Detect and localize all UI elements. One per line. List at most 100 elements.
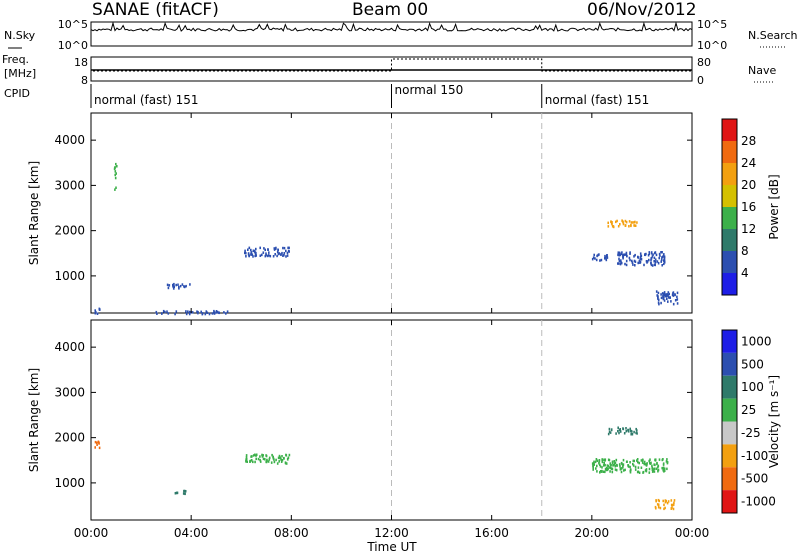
power-echo-cell xyxy=(168,284,171,287)
velocity-echo-cell xyxy=(645,463,648,466)
power-echo-cell xyxy=(217,311,220,314)
power-echo-cell xyxy=(248,246,251,250)
power-echo-cell xyxy=(616,219,618,223)
velocity-echo-cell xyxy=(183,489,186,493)
power-echo-cell xyxy=(604,257,606,260)
power-echo-cell xyxy=(274,253,276,256)
velocity-echo-cell xyxy=(593,460,595,464)
velocity-echo-cell xyxy=(636,459,638,462)
velocity-echo-cell xyxy=(607,458,610,461)
power-echo-cell xyxy=(605,258,608,262)
power-echo-cell xyxy=(96,312,99,315)
xtick-label: 00:00 xyxy=(74,526,109,540)
velocity-echo-cell xyxy=(620,461,623,465)
power-colorbar-segment xyxy=(722,273,737,295)
power-echo-cell xyxy=(663,261,666,264)
power-colorbar-label: Power [dB] xyxy=(767,174,781,239)
velocity-colorbar-tick: 1000 xyxy=(741,334,772,348)
velocity-echo-cell xyxy=(96,441,98,444)
nave-label: Nave xyxy=(748,64,776,77)
power-echo-cell xyxy=(185,284,187,288)
power-echo-cell xyxy=(205,310,208,313)
velocity-echo-cell xyxy=(609,431,612,434)
velocity-echo-cell xyxy=(596,459,599,462)
velocity-echo-cell xyxy=(607,432,610,436)
velocity-echo-cell xyxy=(630,433,632,436)
velocity-echo-cell xyxy=(644,469,647,472)
power-echo-cell xyxy=(670,300,672,303)
power-echo-cell xyxy=(173,287,175,290)
nsky-tick-bottom: 10^0 xyxy=(58,39,88,52)
velocity-echo-cell xyxy=(667,500,670,503)
power-echo-cell xyxy=(625,251,628,255)
velocity-echo-cell xyxy=(175,491,178,495)
power-echo-cell xyxy=(654,251,656,255)
velocity-echo-cell xyxy=(98,446,101,450)
velocity-echo-cell xyxy=(613,460,616,463)
velocity-echo-cell xyxy=(245,460,247,463)
power-echo-cell xyxy=(633,255,635,258)
power-echo-cell xyxy=(264,248,266,252)
velocity-colorbar-tick: -100 xyxy=(741,449,768,463)
velocity-echo-cell xyxy=(618,463,621,466)
velocity-echo-cell xyxy=(273,460,276,464)
velocity-echo-cell xyxy=(283,456,285,460)
power-echo-cell xyxy=(617,251,620,254)
velocity-echo-cell xyxy=(255,457,257,461)
power-echo-cell xyxy=(277,252,280,256)
velocity-echo-cell xyxy=(252,454,255,457)
nsky-strip-frame xyxy=(90,21,693,47)
power-echo-cell xyxy=(285,249,287,253)
velocity-echo-cell xyxy=(603,458,605,461)
velocity-echo-cell xyxy=(267,460,270,463)
power-echo-cell xyxy=(632,221,634,224)
power-echo-cell xyxy=(668,292,670,296)
velocity-echo-cell xyxy=(591,462,594,465)
velocity-colorbar-tick: 500 xyxy=(741,357,764,371)
power-echo-cell xyxy=(200,310,202,314)
power-echo-cell xyxy=(634,260,637,263)
velocity-echo-cell xyxy=(618,431,620,435)
beam-title: Beam 00 xyxy=(352,0,429,20)
velocity-echo-cell xyxy=(672,507,675,511)
velocity-echo-cell xyxy=(631,430,633,433)
power-echo-cell xyxy=(261,253,263,257)
velocity-echo-cell xyxy=(633,459,635,463)
velocity-echo-cell xyxy=(632,464,635,467)
velocity-echo-cell xyxy=(635,431,637,435)
velocity-echo-cell xyxy=(625,460,628,463)
power-echo-cell xyxy=(630,224,632,228)
velocity-echo-cell xyxy=(671,503,674,507)
power-colorbar-segment xyxy=(722,207,737,229)
velocity-echo-cell xyxy=(653,470,656,473)
power-echo-cell xyxy=(622,222,625,226)
velocity-colorbar-label: Velocity [m s⁻¹] xyxy=(767,375,781,468)
power-echo-cell xyxy=(657,262,660,265)
velocity-echo-cell xyxy=(640,466,643,469)
velocity-echo-cell xyxy=(184,490,187,493)
power-echo-cell xyxy=(660,293,662,296)
velocity-echo-cell xyxy=(184,492,186,496)
velocity-echo-cell xyxy=(662,462,665,465)
power-echo-cell xyxy=(639,252,642,255)
velocity-echo-cell xyxy=(637,460,639,464)
velocity-echo-cell xyxy=(250,459,253,462)
power-echo-cell xyxy=(636,221,638,224)
power-echo-cell xyxy=(663,258,666,261)
velocity-echo-cell xyxy=(629,469,632,473)
xtick-label: 08:00 xyxy=(274,526,309,540)
velocity-echo-cell xyxy=(609,464,612,467)
power-echo-cell xyxy=(594,257,596,260)
power-echo-cell xyxy=(618,259,621,263)
power-echo-cell xyxy=(215,311,218,314)
nsky-trace xyxy=(90,21,693,32)
power-echo-cell xyxy=(667,296,670,299)
power-echo-cell xyxy=(266,254,269,258)
power-echo-cell xyxy=(185,310,187,313)
power-echo-cell xyxy=(606,256,609,259)
power-echo-cell xyxy=(631,261,634,264)
velocity-echo-cell xyxy=(658,499,660,503)
velocity-echo-cell xyxy=(596,464,598,468)
power-echo-cell xyxy=(178,287,180,290)
power-echo-cell xyxy=(254,251,256,254)
